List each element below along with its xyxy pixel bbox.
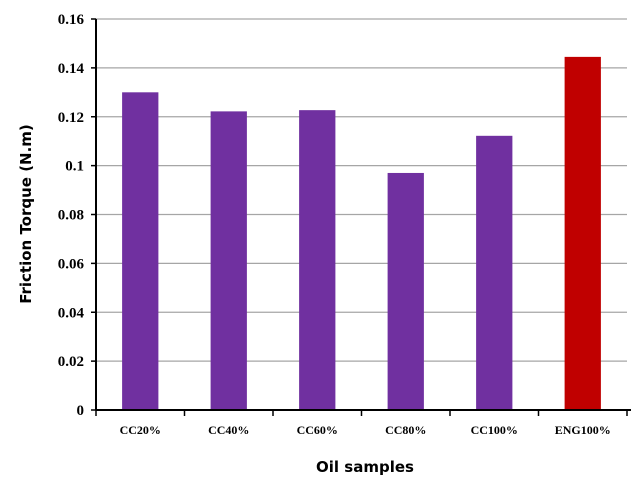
y-tick-label: 0.1 — [65, 159, 84, 175]
x-tick-label: CC20% — [120, 423, 161, 437]
bar-cc40-pct — [210, 111, 247, 410]
bar-cc20-pct — [122, 92, 159, 410]
axes — [91, 18, 631, 416]
bar-cc100-pct — [476, 135, 513, 410]
y-tick-label: 0.12 — [58, 110, 84, 126]
y-tick-label: 0.08 — [58, 208, 84, 224]
x-tick-label: CC60% — [297, 423, 338, 437]
x-tick-label: CC40% — [208, 423, 249, 437]
y-tick-label: 0 — [77, 403, 85, 419]
y-tick-label: 0.06 — [58, 256, 85, 272]
x-tick-labels: CC20% CC40% CC60% CC80% CC100% ENG100% — [120, 423, 611, 437]
x-tick-label: CC100% — [471, 423, 518, 437]
bar-cc60-pct — [299, 110, 336, 410]
y-tick-label: 0.14 — [58, 61, 85, 77]
gridlines — [96, 18, 627, 362]
bars — [122, 56, 601, 411]
x-tick-label: ENG100% — [555, 423, 611, 437]
x-tick-label: CC80% — [385, 423, 426, 437]
x-axis-title: Oil samples — [316, 458, 414, 476]
y-tick-label: 0.16 — [58, 12, 85, 28]
y-axis-title: Friction Torque (N.m) — [17, 124, 35, 304]
bar-cc80-pct — [387, 172, 424, 410]
y-tick-labels: 0 0.02 0.04 0.06 0.08 0.1 0.12 0.14 0.16 — [58, 12, 85, 419]
bar-eng100-pct — [564, 56, 601, 411]
y-tick-label: 0.02 — [58, 354, 84, 370]
y-tick-label: 0.04 — [58, 305, 85, 321]
